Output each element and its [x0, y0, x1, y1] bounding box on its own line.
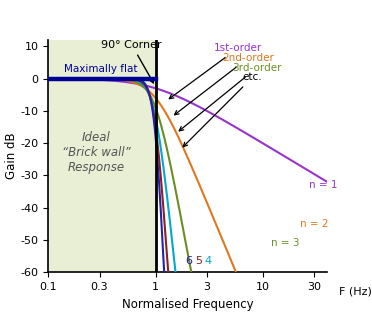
- Bar: [48, 40, 155, 272]
- Text: 2nd-order: 2nd-order: [174, 53, 274, 115]
- Text: n = 2: n = 2: [299, 219, 328, 229]
- Text: n = 1: n = 1: [309, 180, 337, 190]
- Text: 1st-order: 1st-order: [169, 43, 262, 99]
- Text: 6: 6: [186, 256, 192, 266]
- Text: 5: 5: [196, 256, 203, 266]
- Text: n = 3: n = 3: [271, 238, 300, 248]
- Text: Maximally flat: Maximally flat: [64, 64, 138, 74]
- Text: F (Hz): F (Hz): [339, 286, 371, 296]
- Y-axis label: Gain dB: Gain dB: [5, 133, 18, 179]
- X-axis label: Normalised Frequency: Normalised Frequency: [122, 297, 254, 310]
- Text: Ideal
“Brick wall”
Response: Ideal “Brick wall” Response: [62, 131, 131, 174]
- Text: etc.: etc.: [183, 72, 262, 147]
- Text: 4: 4: [205, 256, 212, 266]
- Text: 3rd-order: 3rd-order: [179, 62, 282, 131]
- Text: 90° Corner: 90° Corner: [102, 40, 162, 83]
